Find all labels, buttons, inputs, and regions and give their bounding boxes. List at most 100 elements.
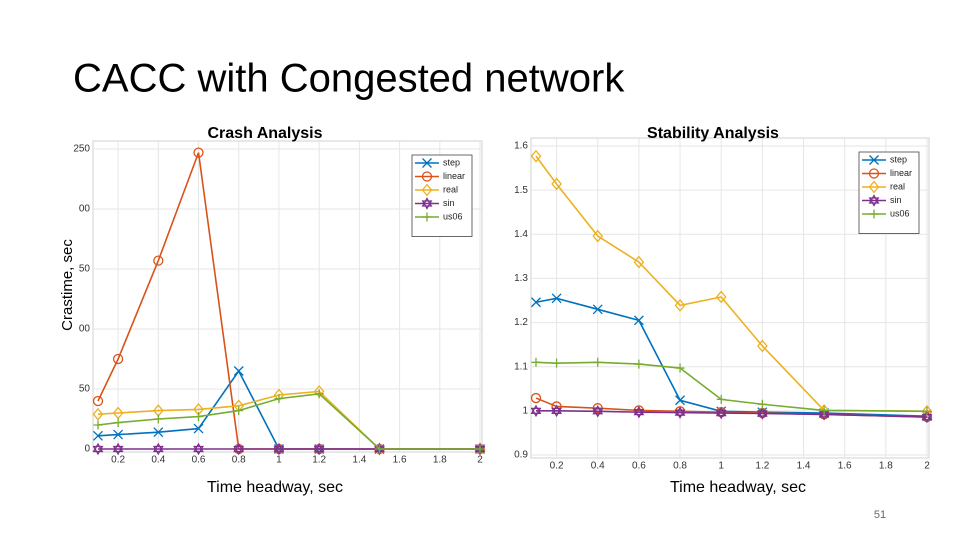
y-tick-label: 00 [79,204,91,215]
x-tick-label: 1.8 [879,461,893,472]
x-axis-label: Time headway, sec [207,479,343,496]
x-tick-label: 0.6 [192,455,206,466]
marker [674,406,686,419]
marker [113,418,123,428]
marker [531,297,541,308]
x-tick-label: 1 [276,455,282,466]
marker [92,395,104,407]
marker [531,357,541,367]
chart: Crash Analysis Time headway, sec Crastime,… [59,125,486,496]
series-line [536,410,928,418]
legend-box [858,151,920,234]
marker [633,315,644,326]
marker [274,394,284,404]
marker [592,229,604,243]
marker [715,406,727,420]
x-tick-label: 1.6 [393,455,407,466]
x-tick-label: 0.2 [550,461,564,472]
y-tick-label: 50 [79,264,91,275]
x-tick-label: 2 [924,461,930,472]
marker [757,399,767,409]
legend-label: real [443,184,458,194]
x-tick-label: 1.6 [838,461,852,472]
marker [422,158,432,168]
marker [421,197,433,210]
marker [715,290,727,304]
marker [422,212,432,222]
marker [313,442,325,456]
page-number: 51 [874,509,886,521]
legend-label: sin [890,195,902,205]
marker [634,359,644,369]
marker [868,180,880,194]
marker [92,407,104,421]
marker [153,414,163,424]
marker [868,168,880,179]
y-tick-label: 1.6 [514,141,528,152]
slide-title: CACC with Congested network [73,57,625,101]
marker [475,444,485,454]
marker [593,357,603,367]
x-tick-label: 0.8 [232,455,246,466]
legend: step linear real sin us06 [411,154,473,237]
x-tick-label: 1.4 [797,461,811,472]
y-tick-label: 50 [79,384,91,395]
marker [112,353,124,365]
marker [153,427,164,438]
marker [153,255,164,266]
chart-title: Crash Analysis [207,125,322,142]
x-tick-label: 1.4 [352,455,366,466]
series-line [535,155,928,413]
y-tick-label: 1.3 [514,273,528,284]
x-tick-label: 1.2 [755,461,769,472]
legend-box [411,154,473,237]
marker [592,405,604,418]
x-tick-label: 1.2 [312,455,326,466]
marker [314,389,324,399]
y-axis-label: Crastime, sec [59,239,76,331]
y-tick-label: 1.2 [514,317,528,328]
marker [716,394,726,404]
marker [675,395,686,406]
marker [818,404,830,417]
marker [193,423,204,434]
marker [234,406,244,416]
marker [93,430,103,441]
legend-label: linear [890,168,912,178]
x-tick-label: 2 [477,455,483,466]
marker [530,149,542,163]
marker [922,406,932,416]
marker [551,177,562,191]
marker [756,407,768,420]
marker [869,209,879,219]
marker [551,404,562,418]
marker [152,442,164,456]
x-tick-label: 1 [718,461,724,472]
marker [421,183,433,197]
marker [551,293,562,304]
x-tick-label: 0.6 [632,461,646,472]
legend-label: step [890,154,907,164]
marker [633,405,645,419]
marker [194,412,204,422]
chart: Stability Analysis Time headway, sec 0.9 1 1… [514,125,933,496]
x-axis-label: Time headway, sec [670,479,806,496]
legend-label: us06 [890,208,910,218]
marker [757,339,768,353]
legend-label: us06 [443,211,463,221]
x-tick-label: 0.4 [591,461,605,472]
marker [552,358,562,368]
marker [674,298,686,312]
x-tick-label: 0.4 [151,455,165,466]
marker [113,429,124,440]
marker [273,442,285,456]
x-tick-label: 0.2 [111,455,125,466]
marker [592,304,603,315]
marker [92,442,104,456]
y-tick-label: 250 [73,144,90,155]
y-tick-label: 1.1 [514,361,528,372]
legend-label: step [443,157,460,167]
marker [93,420,103,430]
marker [530,392,542,404]
